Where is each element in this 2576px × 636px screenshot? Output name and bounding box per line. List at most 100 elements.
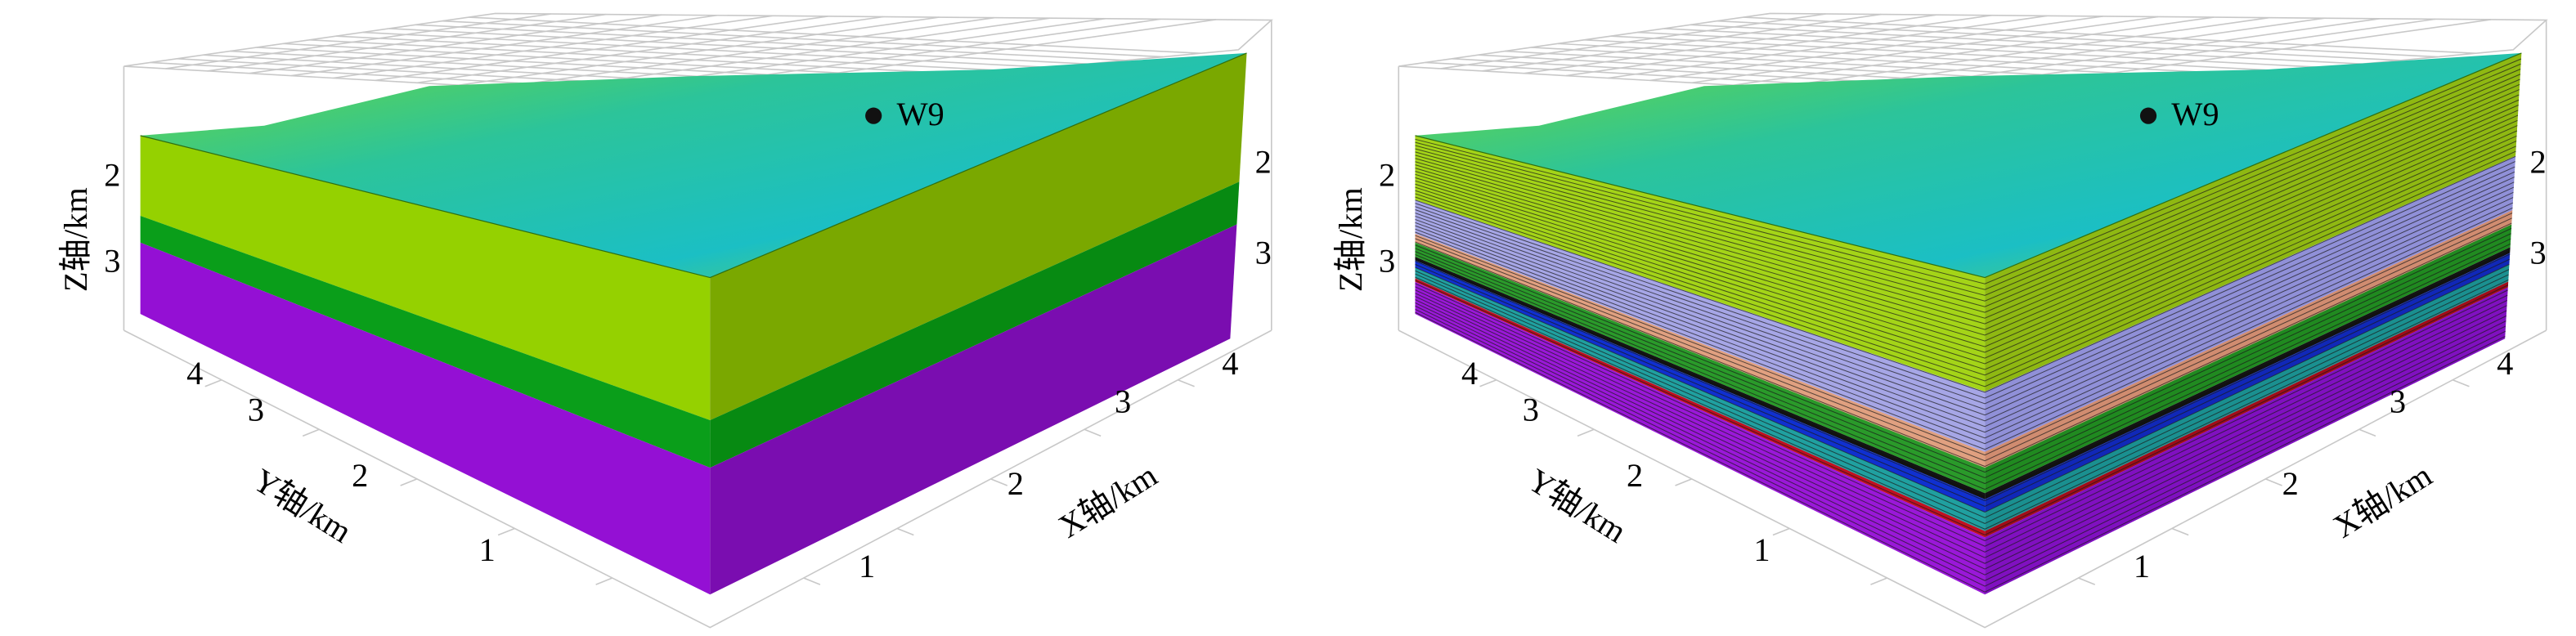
layer-stripe [1415,273,2509,524]
layer-stripe [1415,302,2506,576]
layer-stripe [1415,105,2519,336]
layer-stripe [1415,311,2506,593]
layer-stripe [1415,253,2511,502]
grid-line [442,20,1164,58]
grid-line [1524,14,1937,74]
layer-stripe [1415,308,2506,587]
layer-stripe [1415,227,2512,473]
grid-line [1690,24,2400,61]
floor-tick [204,378,222,387]
grid-line [1775,16,2269,88]
floor-tick [2171,527,2189,536]
layer-stripe [1415,155,2516,393]
floor-tick [2078,577,2096,585]
x-tick-label: 3 [1115,383,1131,419]
y-tick-label: 4 [186,355,203,392]
layer-stripe [1415,110,2519,342]
floor-tick [2358,428,2376,437]
layer-stripe [1415,94,2520,325]
layer-left-face [1415,199,1986,452]
layer-stripe [1415,280,2509,535]
grid-line [415,24,1126,61]
floor-tick [1577,428,1595,437]
layer-left-face [1415,267,1986,531]
top-surface [1415,52,2522,278]
x-tick-label: 1 [2134,548,2150,584]
floor-tick [1675,478,1693,486]
layer-stripe [1415,243,2511,490]
z-tick-label: 3 [2529,235,2546,271]
floor-tick [896,527,914,536]
floor-tick [302,428,320,437]
y-tick-label: 1 [1753,531,1770,568]
grid-line [207,13,607,72]
z-tick-label: 3 [1379,243,1395,280]
top-surface [140,52,1247,278]
grid-line [283,43,937,79]
z-tick-label: 2 [104,157,120,194]
grid-line [1557,43,2212,79]
layer-stripe [1415,213,2513,456]
well-label: W9 [896,96,944,132]
layer-stripe [1415,89,2520,319]
x-tick-label: 4 [2497,345,2513,382]
layer-stripe [1415,78,2520,307]
layer-stripe [1415,258,2511,507]
layer-stripe [1415,249,2511,496]
layer-stripe [1415,130,2518,365]
layer-right-face [710,52,1247,420]
layer-right-face [1985,52,2522,392]
y-axis-label: Y轴/km [247,461,358,549]
layer-stripe [1415,161,2515,399]
grid-line [1584,38,2250,75]
layer-stripe [1415,286,2508,547]
layer-right-face [710,224,1237,595]
floor-tick [595,577,613,585]
grid-line [542,17,1050,91]
y-axis-label: Y轴/km [1522,461,1633,549]
layer-stripe [1415,74,2521,302]
x-tick-label: 2 [1008,465,1024,502]
layer-stripe [1415,269,2510,518]
z-tick-label: 3 [104,243,120,280]
grid-line [1610,35,2287,72]
grid-line [249,14,662,74]
y-tick-label: 3 [1523,391,1539,428]
grid-line [336,35,1012,72]
layer-stripe [1415,289,2508,553]
grid-line [362,31,1050,69]
layer-stripe [1415,293,2507,558]
layer-stripe [1415,283,2508,541]
layer-stripe [1415,181,2515,422]
layer-stripe [1415,150,2516,387]
layer-stripe [1415,202,2514,445]
layer-stripe [1415,276,2509,530]
grid-line [416,16,884,84]
layer-left-face [140,216,711,468]
well-marker [2139,107,2157,124]
layer-stripe [1415,171,2515,410]
grid-line [1482,13,1882,72]
grid-line [469,16,1201,55]
panel: W9 Z轴/km 2 3 2 3 4 3 2 1 Y轴/km 1 2 3 4 X轴/km [57,12,1273,629]
well-marker [865,107,882,124]
layer-left-face [1415,233,1986,468]
layer-stripe [1415,63,2521,290]
layer-stripe [1415,177,2515,416]
layer-stripe [1415,119,2518,353]
layer-stripe [1415,217,2512,462]
y-tick-label: 1 [479,531,496,568]
layer-stripe [1415,299,2507,570]
grid-line [1744,16,2476,55]
layer-right-face [1985,224,2512,494]
layer-stripe [1415,296,2507,564]
layer-stripe [1415,238,2511,485]
well-label: W9 [2171,96,2219,132]
layer-stripe [1415,191,2514,433]
z-tick-label: 3 [1255,235,1272,271]
x-tick-label: 1 [859,548,875,584]
floor-tick [1870,577,1887,585]
layer-left-face [140,242,711,595]
